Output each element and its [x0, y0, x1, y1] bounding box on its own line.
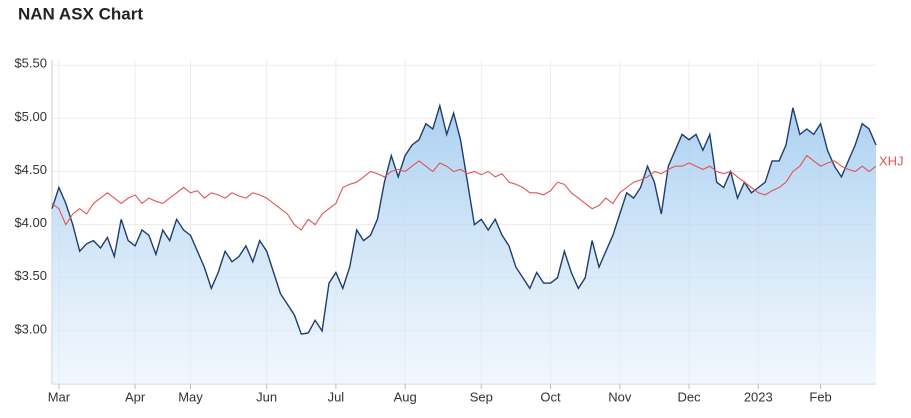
- x-tick-label: Feb: [809, 389, 831, 404]
- labels: $3.00 $3.50 $4.00 $4.50 $5.00 $5.50 Mar Apr May J…: [14, 56, 903, 405]
- x-tick-label: Jul: [328, 389, 345, 404]
- x-tick-label: Dec: [677, 389, 701, 404]
- y-tick-label: $5.50: [14, 56, 47, 71]
- line: [51, 154, 877, 231]
- y-tick-label: $4.50: [14, 162, 47, 177]
- x-tick-label: Oct: [540, 389, 561, 404]
- series-label: XHJ: [879, 154, 904, 169]
- y-tick-label: $4.00: [14, 215, 47, 230]
- x-tick-label: Sep: [470, 389, 493, 404]
- x-tick-label: Mar: [48, 389, 71, 404]
- x-tick-label: May: [178, 389, 203, 404]
- chart-title: NAN ASX Chart: [18, 4, 143, 23]
- x-tick-label: Apr: [125, 389, 146, 404]
- area: [52, 105, 876, 384]
- x-tick-label: Jun: [256, 389, 277, 404]
- line: [51, 103, 877, 335]
- plot: [51, 103, 877, 384]
- y-tick-label: $3.50: [14, 268, 47, 283]
- x-tick-label: 2023: [744, 389, 773, 404]
- y-tick-label: $3.00: [14, 321, 47, 336]
- x-tick-label: Aug: [394, 389, 417, 404]
- y-tick-label: $5.00: [14, 109, 47, 124]
- x-tick-label: Nov: [608, 389, 632, 404]
